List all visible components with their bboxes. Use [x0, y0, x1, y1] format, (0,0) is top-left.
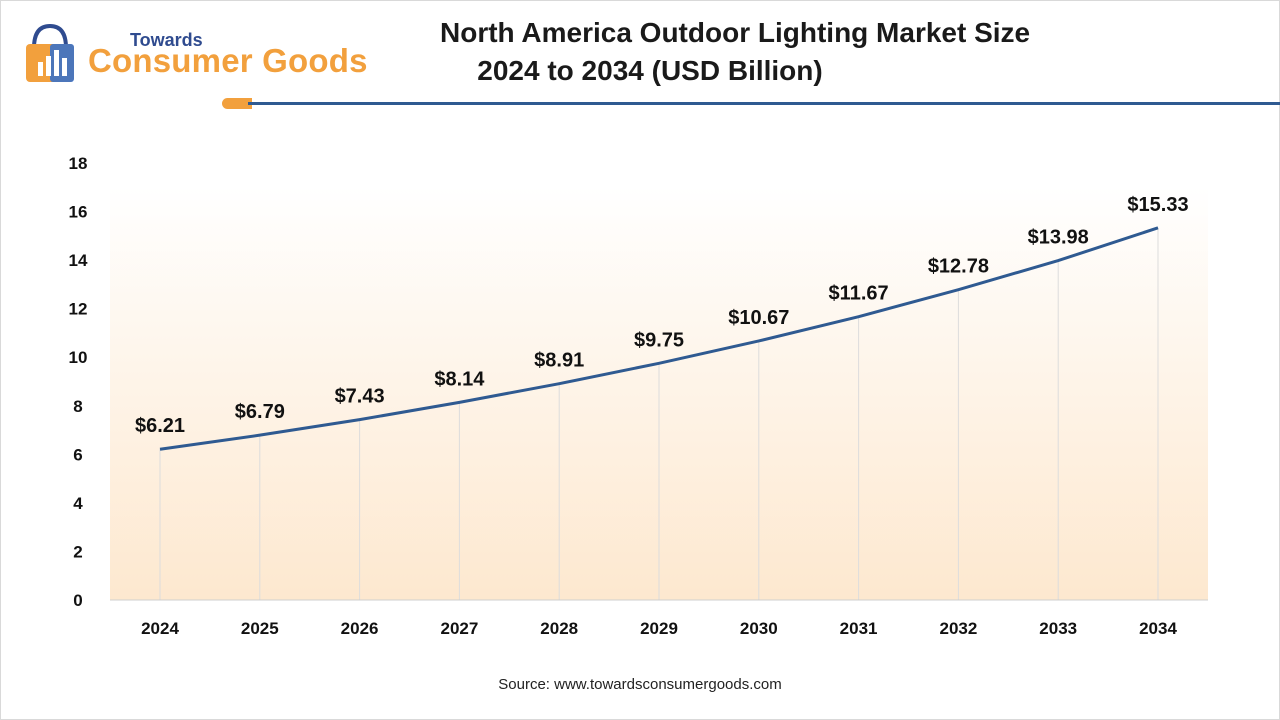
source-note: Source: www.towardsconsumergoods.com: [498, 676, 782, 693]
y-tick-label: 8: [73, 397, 82, 416]
y-tick-label: 12: [69, 300, 88, 319]
data-label: $10.67: [728, 307, 789, 329]
x-tick-label: 2031: [840, 619, 878, 638]
shopping-bag-icon: [26, 23, 74, 82]
chart-title-line2: 2024 to 2034 (USD Billion): [477, 55, 823, 86]
x-tick-label: 2026: [341, 619, 379, 638]
x-tick-label: 2027: [440, 619, 478, 638]
logo-text-consumer-goods: Consumer Goods: [88, 42, 368, 79]
data-label: $6.21: [135, 415, 185, 437]
brand-logo: Towards Consumer Goods: [20, 18, 380, 88]
y-tick-label: 16: [69, 203, 88, 222]
x-tick-label: 2025: [241, 619, 279, 638]
data-label: $12.78: [928, 256, 989, 278]
data-label: $13.98: [1028, 227, 1089, 249]
data-label: $15.33: [1127, 194, 1188, 216]
data-label: $7.43: [335, 386, 385, 408]
x-tick-label: 2032: [939, 619, 977, 638]
x-tick-label: 2028: [540, 619, 578, 638]
data-label: $6.79: [235, 401, 285, 423]
x-tick-label: 2024: [141, 619, 179, 638]
y-tick-label: 4: [73, 494, 83, 513]
y-tick-label: 18: [69, 154, 88, 173]
title-rule-accent: [222, 98, 252, 109]
y-tick-label: 10: [69, 348, 88, 367]
x-tick-label: 2034: [1139, 619, 1177, 638]
y-tick-label: 0: [73, 591, 82, 610]
title-rule: [248, 102, 1280, 105]
logo-text-towards: Towards: [130, 30, 203, 50]
data-label: $11.67: [829, 283, 889, 305]
x-tick-label: 2033: [1039, 619, 1077, 638]
y-tick-label: 2: [73, 542, 82, 561]
x-tick-label: 2030: [740, 619, 778, 638]
y-tick-label: 6: [73, 445, 82, 464]
data-label: $9.75: [634, 329, 684, 351]
data-label: $8.14: [434, 368, 485, 390]
x-tick-label: 2029: [640, 619, 678, 638]
y-tick-label: 14: [69, 251, 88, 270]
data-label: $8.91: [534, 350, 584, 372]
